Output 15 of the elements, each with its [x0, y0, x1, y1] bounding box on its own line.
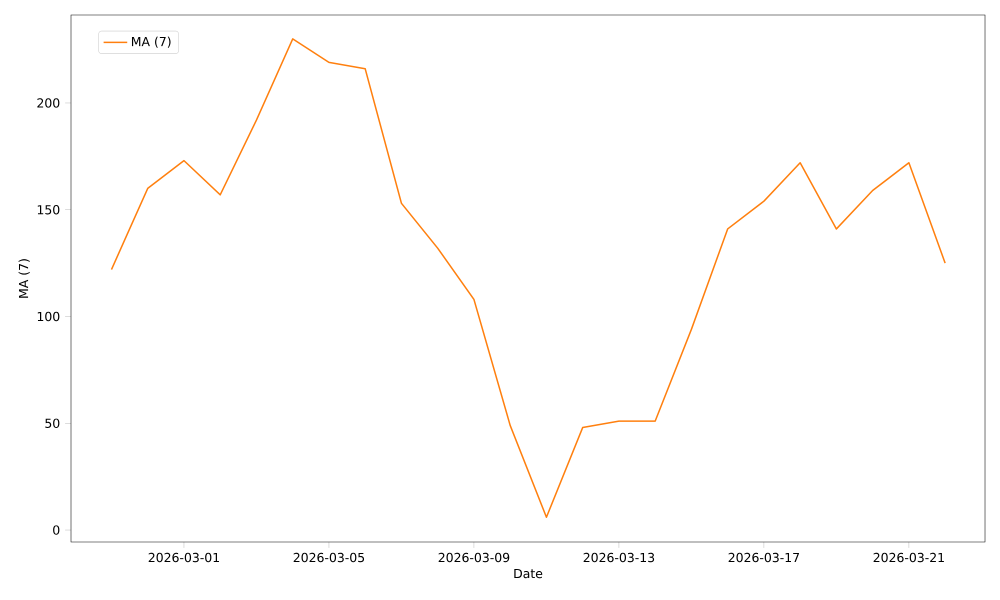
y-tick-label: 50	[45, 418, 60, 428]
y-tick-label: 100	[38, 312, 60, 322]
x-tick-label: 2026-03-05	[294, 552, 364, 562]
x-tick-label: 2026-03-09	[438, 552, 510, 562]
y-tick-label: 0	[53, 525, 60, 535]
x-tick-label: 2026-03-13	[584, 552, 654, 562]
x-tick-label: 2026-03-01	[148, 552, 219, 562]
y-tick-label: 200	[37, 98, 60, 108]
x-tick-label: 2026-03-21	[874, 552, 944, 562]
x-axis-title: Date	[514, 568, 542, 578]
legend-label: MA (7)	[132, 36, 171, 48]
line-series	[110, 38, 946, 518]
y-axis-title: MA (7)	[18, 259, 30, 298]
x-tick-label: 2026-03-17	[728, 552, 800, 562]
y-tick-label: 150	[38, 205, 60, 214]
